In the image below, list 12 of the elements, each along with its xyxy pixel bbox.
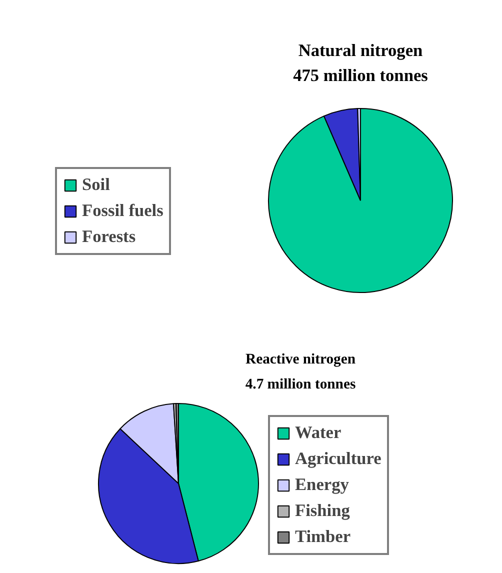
legend-label: Timber: [295, 527, 351, 547]
chart-title: Reactive nitrogen: [245, 352, 356, 368]
legend-label: Forests: [82, 227, 136, 247]
chart-subtitle: 475 million tonnes: [293, 66, 428, 85]
legend-label: Water: [295, 423, 342, 443]
legend-label: Fossil fuels: [82, 201, 164, 221]
legend-label: Soil: [82, 175, 110, 195]
chart-title: Natural nitrogen: [298, 41, 424, 60]
legend-label: Agriculture: [295, 449, 382, 469]
legend-label: Fishing: [295, 501, 350, 521]
legend-label: Energy: [295, 475, 349, 495]
chart-subtitle: 4.7 million tonnes: [245, 376, 356, 392]
